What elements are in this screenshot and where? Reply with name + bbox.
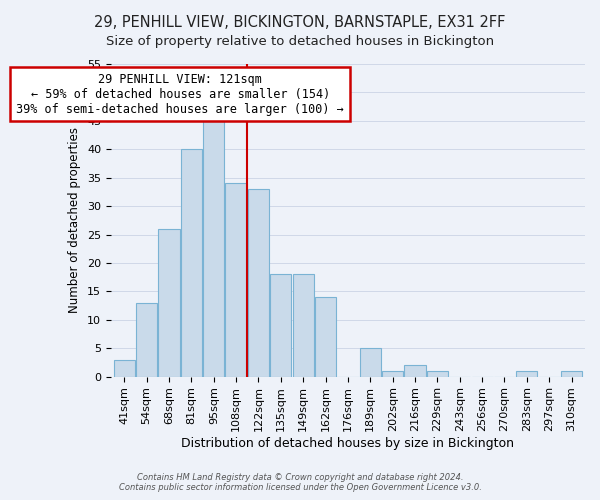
Bar xyxy=(181,150,202,376)
X-axis label: Distribution of detached houses by size in Bickington: Distribution of detached houses by size … xyxy=(181,437,514,450)
Bar xyxy=(404,365,425,376)
Text: 29, PENHILL VIEW, BICKINGTON, BARNSTAPLE, EX31 2FF: 29, PENHILL VIEW, BICKINGTON, BARNSTAPLE… xyxy=(94,15,506,30)
Bar xyxy=(158,229,179,376)
Bar xyxy=(516,371,538,376)
Bar xyxy=(270,274,292,376)
Y-axis label: Number of detached properties: Number of detached properties xyxy=(68,128,82,314)
Bar xyxy=(427,371,448,376)
Text: Contains HM Land Registry data © Crown copyright and database right 2024.
Contai: Contains HM Land Registry data © Crown c… xyxy=(119,473,481,492)
Bar xyxy=(561,371,582,376)
Bar xyxy=(136,302,157,376)
Bar xyxy=(315,297,336,376)
Bar xyxy=(293,274,314,376)
Bar xyxy=(226,184,247,376)
Bar xyxy=(203,121,224,376)
Bar xyxy=(382,371,403,376)
Text: 29 PENHILL VIEW: 121sqm
← 59% of detached houses are smaller (154)
39% of semi-d: 29 PENHILL VIEW: 121sqm ← 59% of detache… xyxy=(16,72,344,116)
Bar xyxy=(359,348,381,376)
Bar xyxy=(248,189,269,376)
Text: Size of property relative to detached houses in Bickington: Size of property relative to detached ho… xyxy=(106,35,494,48)
Bar xyxy=(113,360,135,376)
